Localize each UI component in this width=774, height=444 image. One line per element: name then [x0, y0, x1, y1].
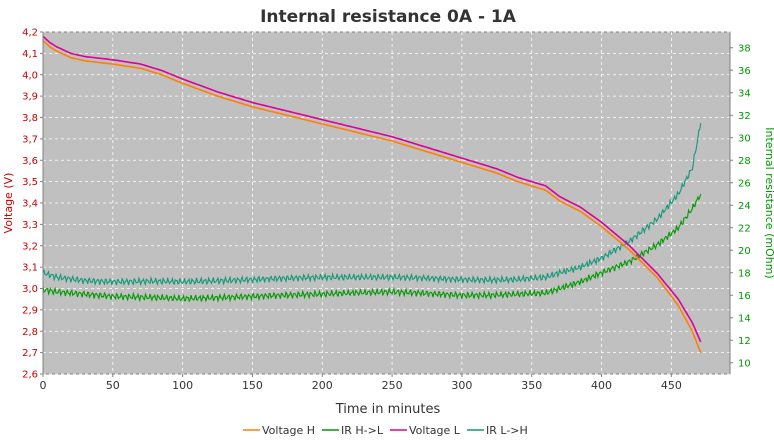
x-axis: 0 50 100 150 200 250 300 350 400 450 [40, 374, 682, 392]
y-axis-left-label: Voltage (V) [2, 173, 15, 234]
y-left-tick-label: 2,8 [22, 327, 38, 338]
y-left-tick-label: 3,6 [22, 156, 38, 167]
series-line-ir-l-h [42, 123, 702, 287]
y-left-tick-label: 3,8 [22, 113, 38, 124]
y-right-tick-label: 38 [738, 43, 751, 54]
y-left-tick-label: 3,7 [22, 134, 38, 145]
x-tick-label: 300 [451, 379, 472, 392]
x-axis-label: Time in minutes [335, 402, 441, 417]
x-tick-label: 450 [661, 379, 682, 392]
y-left-tick-label: 3,4 [22, 199, 38, 210]
y-left-tick-label: 2,6 [22, 370, 38, 381]
legend-entry-label: IR L->H [486, 424, 528, 437]
y-right-tick-label: 26 [738, 178, 751, 189]
y-left-tick-label: 3,9 [22, 92, 38, 103]
y-left-tick-label: 4,1 [22, 49, 38, 60]
x-tick-label: 350 [521, 379, 542, 392]
y-left-tick-label: 3,1 [22, 263, 38, 274]
y-right-tick-label: 18 [738, 268, 751, 279]
y-left-tick-label: 4,0 [22, 70, 38, 81]
y-right-tick-label: 14 [738, 313, 751, 324]
chart-title: Internal resistance 0A - 1A [260, 7, 517, 27]
x-tick-label: 150 [242, 379, 263, 392]
x-tick-label: 400 [591, 379, 612, 392]
y-right-tick-label: 20 [738, 246, 751, 257]
y-right-tick-label: 16 [738, 291, 751, 302]
y-axis-right-label: Internal resistance (mOhm) [763, 127, 774, 278]
y-right-tick-label: 10 [738, 358, 751, 369]
y-left-tick-label: 2,9 [22, 305, 38, 316]
left-axis: 2,6 2,7 2,8 2,9 3,0 3,1 3,2 3,3 3,4 3,5 3,6 3,7 3,8 3… [22, 28, 44, 381]
y-right-tick-label: 24 [738, 201, 751, 212]
x-tick-label: 200 [312, 379, 333, 392]
y-left-tick-label: 3,3 [22, 220, 38, 231]
series-line-voltage-l [42, 35, 702, 343]
y-right-tick-label: 12 [738, 336, 751, 347]
y-right-tick-label: 32 [738, 111, 751, 122]
legend-entry-label: Voltage L [409, 424, 461, 437]
x-tick-label: 250 [382, 379, 403, 392]
y-left-tick-label: 4,2 [22, 28, 38, 39]
x-tick-label: 100 [172, 379, 193, 392]
y-right-tick-label: 34 [738, 88, 751, 99]
y-right-tick-label: 36 [738, 66, 751, 77]
y-right-tick-label: 22 [738, 223, 751, 234]
legend: Voltage H IR H->L Voltage L IR L->H [243, 424, 528, 437]
series-layer [42, 35, 702, 353]
x-tick-label: 50 [106, 379, 120, 392]
y-left-tick-label: 3,5 [22, 177, 38, 188]
y-right-tick-label: 28 [738, 156, 751, 167]
series-line-voltage-h [42, 40, 702, 353]
y-left-tick-label: 3,2 [22, 241, 38, 252]
y-left-tick-label: 2,7 [22, 348, 38, 359]
y-right-tick-label: 30 [738, 133, 751, 144]
y-left-tick-label: 3,0 [22, 284, 38, 295]
series-line-ir-h-l [42, 193, 702, 304]
legend-entry-label: IR H->L [341, 424, 384, 437]
x-tick-label: 0 [40, 379, 47, 392]
legend-entry-label: Voltage H [262, 424, 315, 437]
right-axis: 10 12 14 16 18 20 22 24 26 28 30 32 34 36 38 [729, 32, 751, 374]
